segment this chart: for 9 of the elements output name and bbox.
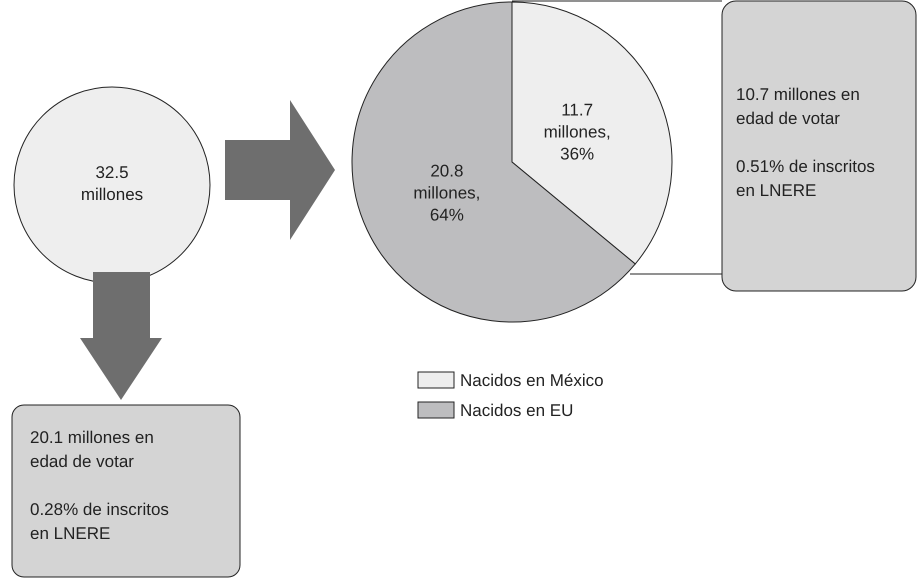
data-label: 11.7 millones, 36%: [544, 100, 611, 164]
data-label: 20.8 millones, 64%: [413, 162, 480, 225]
legend-label: Nacidos en EU: [460, 401, 574, 420]
text: 20.1 millones en edad de votar: [30, 428, 154, 471]
text: 32.5 millones: [80, 163, 144, 204]
legend-label: Nacidos en México: [460, 371, 604, 390]
text: 0.28% de inscritos en LNERE: [30, 500, 169, 543]
text: 0.51% de inscritos en LNERE: [736, 157, 875, 200]
text: 10.7 millones en edad de votar: [736, 85, 860, 128]
